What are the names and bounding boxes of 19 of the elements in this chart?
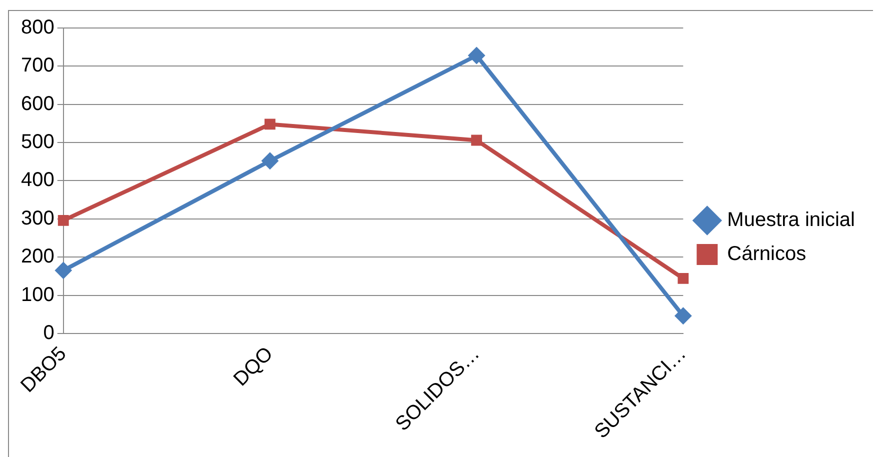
y-tick-label: 0 (43, 322, 54, 344)
y-tick-label: 300 (20, 207, 54, 230)
point (674, 307, 692, 324)
point (54, 262, 72, 279)
y-tick-label: 800 (20, 16, 54, 39)
point (58, 214, 69, 226)
y-tick-label: 500 (20, 131, 54, 154)
y-tick-label: 100 (20, 284, 54, 306)
legend-label: Muestra inicial (727, 209, 856, 232)
point (264, 118, 276, 130)
legend-label: Cárnicos (727, 243, 806, 266)
y-tick-label: 200 (20, 246, 54, 268)
y-tick-label: 400 (20, 169, 54, 192)
point (468, 46, 486, 64)
y-tick-label: 700 (20, 54, 54, 77)
point (471, 134, 482, 146)
point (678, 273, 689, 284)
y-tick-label: 600 (20, 92, 54, 115)
point (261, 152, 278, 170)
